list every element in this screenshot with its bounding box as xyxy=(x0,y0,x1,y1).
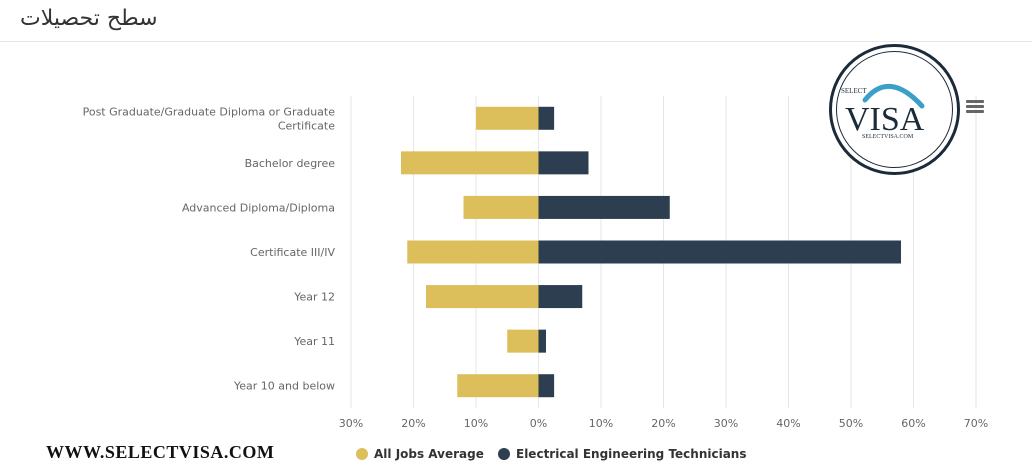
bar-all-jobs[interactable] xyxy=(401,151,539,175)
bar-electrical[interactable] xyxy=(538,329,547,353)
bar-electrical[interactable] xyxy=(538,151,589,175)
bar-all-jobs[interactable] xyxy=(507,329,539,353)
bar-all-jobs[interactable] xyxy=(476,106,539,130)
x-tick-label: 20% xyxy=(401,417,425,430)
x-tick-label: 10% xyxy=(464,417,488,430)
watermark-text: WWW.SELECTVISA.COM xyxy=(46,442,275,462)
page-header: سطح تحصیلات xyxy=(0,0,1032,42)
bar-electrical[interactable] xyxy=(538,195,670,219)
legend-dot-electrical xyxy=(498,448,510,460)
legend-item-all-jobs[interactable]: All Jobs Average xyxy=(356,447,484,461)
bar-all-jobs[interactable] xyxy=(457,374,539,398)
category-label: Year 11 xyxy=(293,335,335,348)
svg-text:SELECT: SELECT xyxy=(841,87,867,95)
category-label: Advanced Diploma/Diploma xyxy=(182,201,335,214)
legend-item-electrical[interactable]: Electrical Engineering Technicians xyxy=(498,447,747,461)
category-labels: Post Graduate/Graduate Diploma or Gradua… xyxy=(83,105,336,392)
x-tick-label: 30% xyxy=(339,417,363,430)
bars xyxy=(401,106,902,398)
x-tick-label: 30% xyxy=(714,417,738,430)
x-tick-label: 50% xyxy=(839,417,863,430)
legend-label-all-jobs: All Jobs Average xyxy=(374,447,484,461)
page-title: سطح تحصیلات xyxy=(20,6,158,31)
x-axis-tick-labels: 30% 20% 10% 0% 10% 20% 30% 40% 50% 60% 70% xyxy=(339,417,988,430)
category-label: Post Graduate/Graduate Diploma or Gradua… xyxy=(83,105,336,132)
x-tick-label: 10% xyxy=(589,417,613,430)
bar-electrical[interactable] xyxy=(538,374,555,398)
x-tick-label: 60% xyxy=(901,417,925,430)
legend-dot-all-jobs xyxy=(356,448,368,460)
legend-label-electrical: Electrical Engineering Technicians xyxy=(516,447,747,461)
x-tick-label: 40% xyxy=(776,417,800,430)
bar-electrical[interactable] xyxy=(538,240,902,264)
svg-text:VISA: VISA xyxy=(845,101,925,138)
category-label: Certificate III/IV xyxy=(250,246,335,259)
bar-electrical[interactable] xyxy=(538,106,555,130)
x-tick-label: 20% xyxy=(651,417,675,430)
bar-all-jobs[interactable] xyxy=(426,285,539,309)
bar-all-jobs[interactable] xyxy=(463,195,539,219)
selectvisa-logo: SELECT VISA SELECTVISA.COM xyxy=(827,42,962,177)
svg-text:SELECTVISA.COM: SELECTVISA.COM xyxy=(862,134,914,140)
x-tick-label: 70% xyxy=(964,417,988,430)
category-label: Year 12 xyxy=(293,291,335,304)
x-tick-label: 0% xyxy=(530,417,547,430)
category-label: Year 10 and below xyxy=(233,380,335,393)
category-label: Bachelor degree xyxy=(245,157,336,170)
hamburger-menu-icon[interactable] xyxy=(966,100,984,114)
bar-all-jobs[interactable] xyxy=(407,240,539,264)
bar-electrical[interactable] xyxy=(538,285,583,309)
